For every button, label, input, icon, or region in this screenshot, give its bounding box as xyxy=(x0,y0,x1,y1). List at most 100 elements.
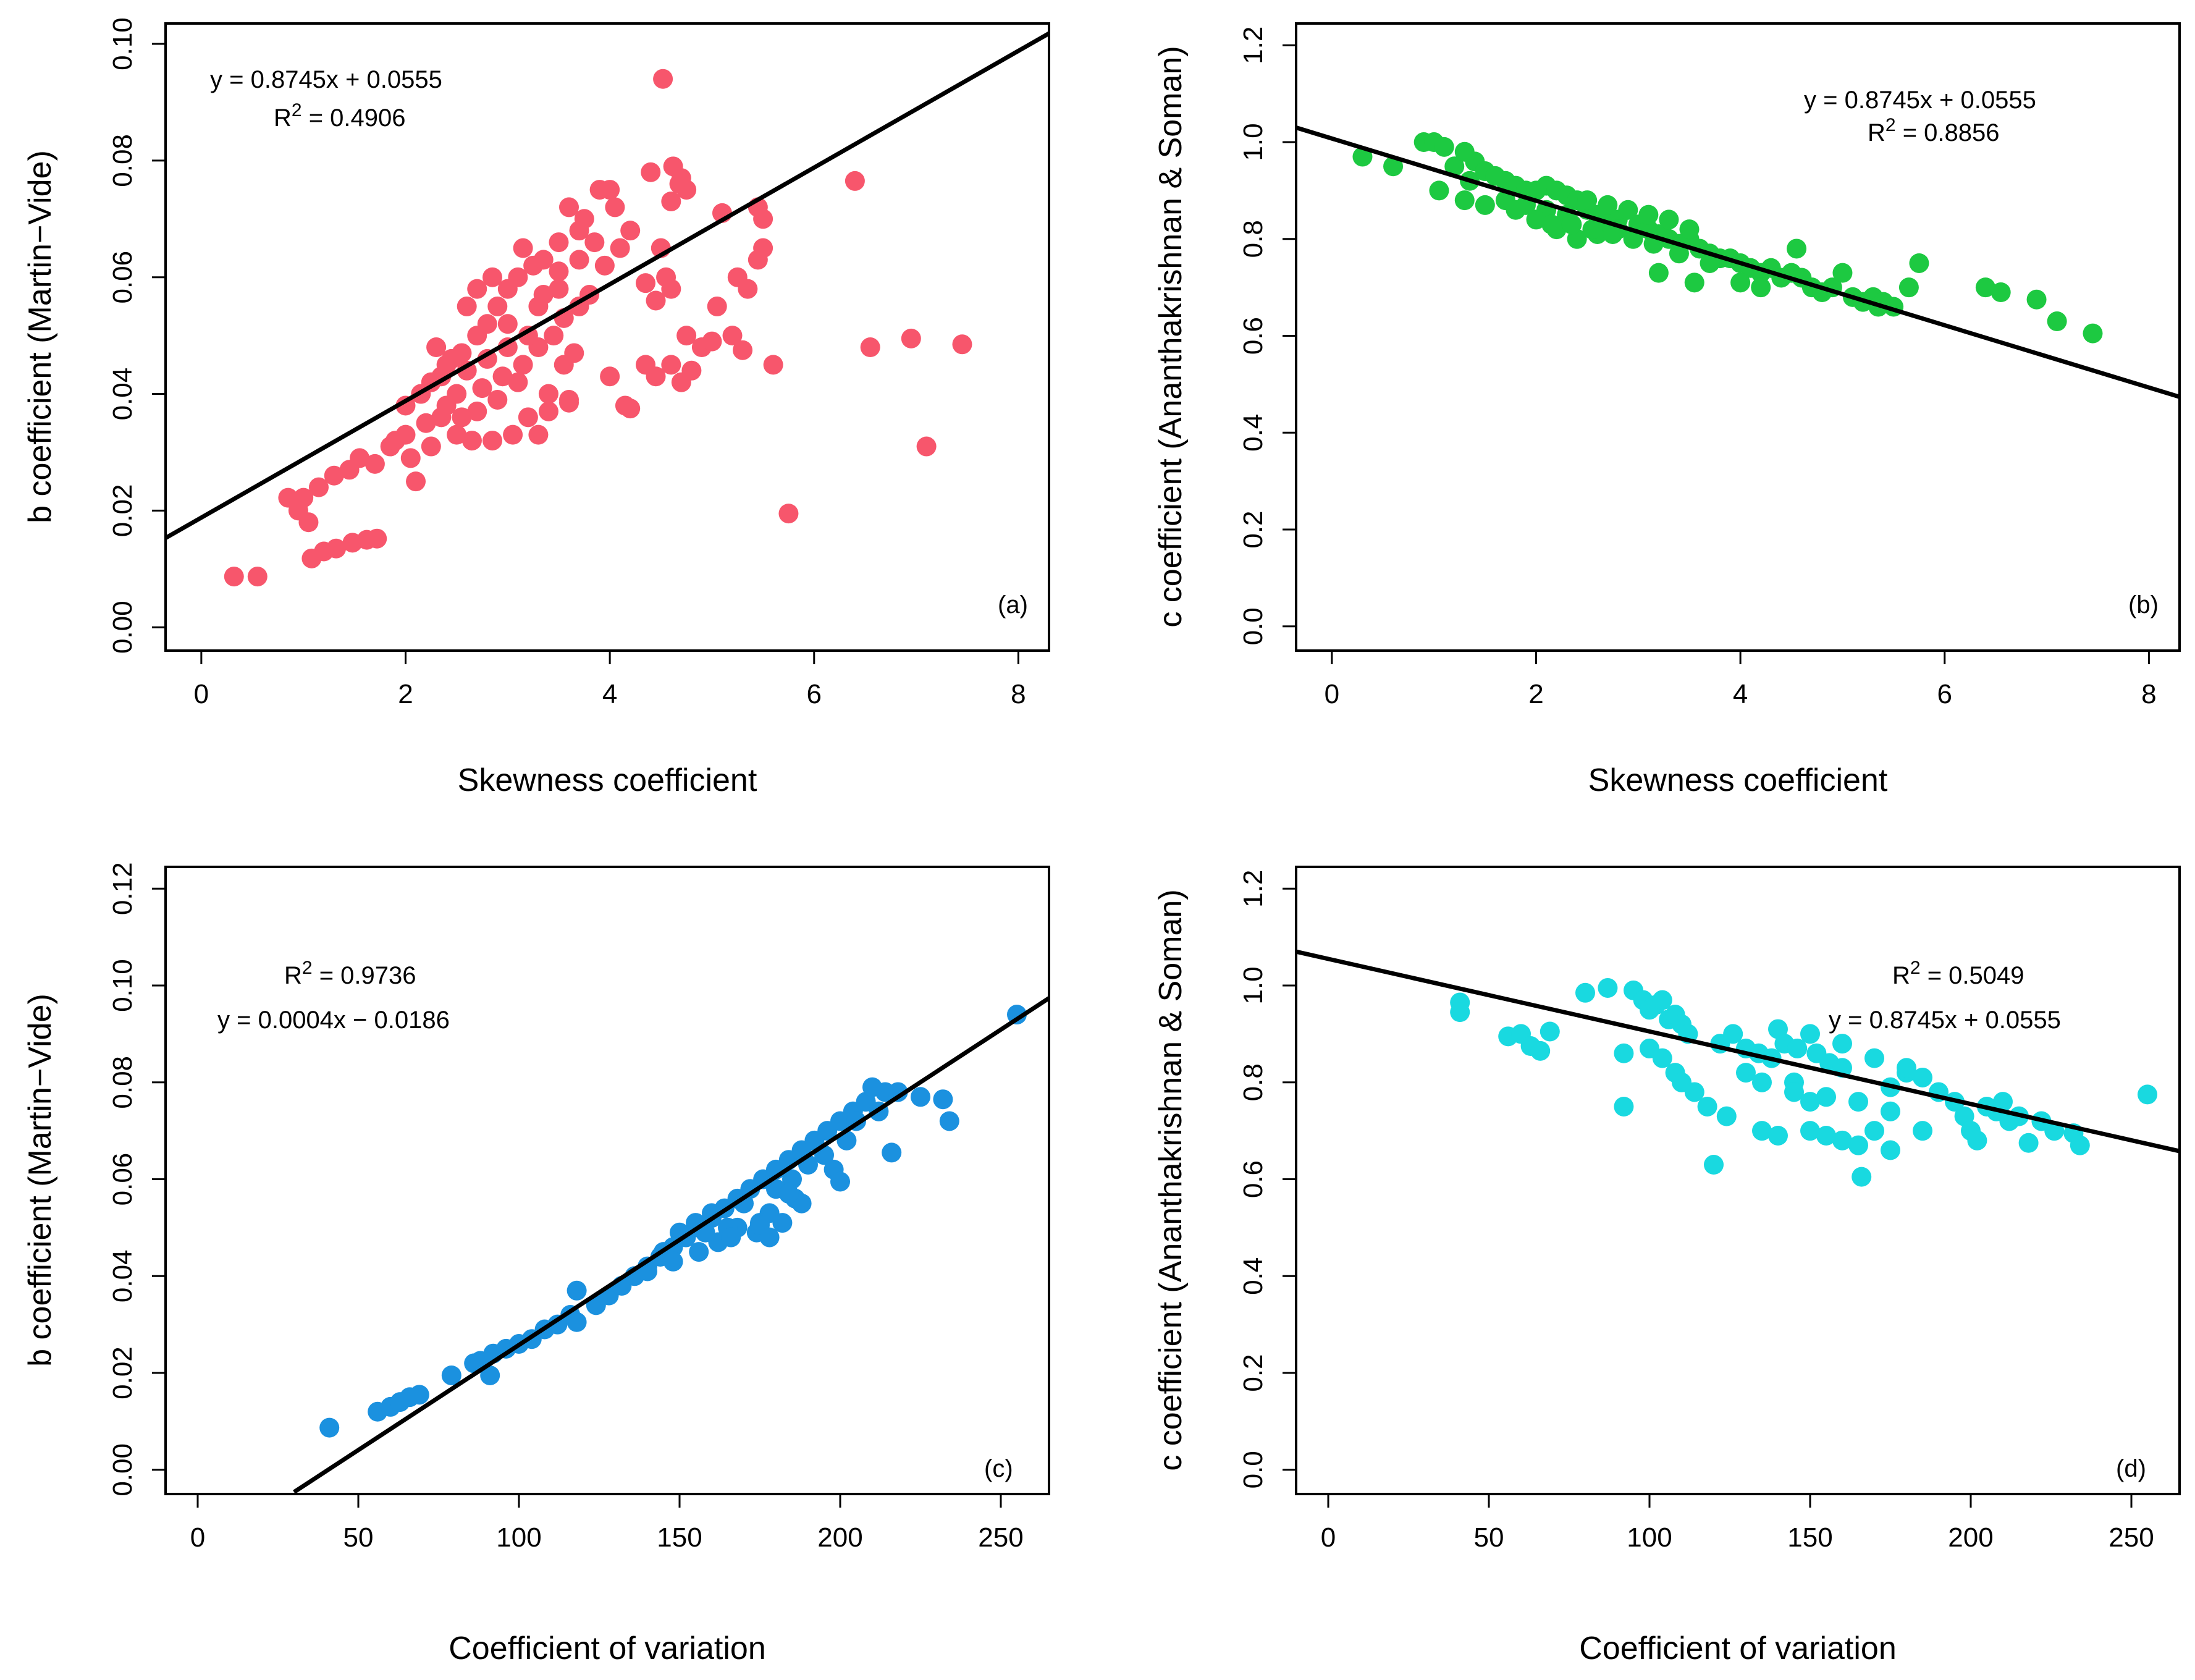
panel-a-point xyxy=(860,337,880,358)
panel-a-x-tick-label: 6 xyxy=(807,679,822,709)
panel-b-point xyxy=(1618,200,1638,220)
panel-a-plot-frame xyxy=(164,22,1050,652)
panel-d-point xyxy=(1787,1038,1808,1058)
panel-b-y-tick-label: 0.4 xyxy=(1238,414,1268,452)
panel-b-point xyxy=(1383,156,1404,177)
panel-b-plot-frame xyxy=(1295,22,2181,652)
panel-a-point xyxy=(416,413,436,433)
panel-a-point xyxy=(549,279,569,299)
panel-a-equation: y = 0.8745x + 0.0555 xyxy=(210,66,442,93)
panel-a-point xyxy=(538,384,558,404)
panel-c-point xyxy=(772,1213,793,1233)
panel-d-point xyxy=(1697,1096,1717,1116)
panel-a-point xyxy=(350,448,370,468)
panel-c-y-axis-title: b coefficient (Martin−Vide) xyxy=(22,994,58,1367)
panel-d-point xyxy=(1832,1130,1852,1150)
panel-c-point xyxy=(888,1082,908,1102)
panel-a-y-tick-label: 0.02 xyxy=(107,484,138,538)
panel-a-point xyxy=(492,366,513,387)
panel-b-point xyxy=(1787,238,1807,259)
panel-d-point xyxy=(1864,1121,1884,1141)
panel-d-marks xyxy=(1296,949,2180,1187)
panel-a-point xyxy=(247,567,268,587)
panel-a-point xyxy=(733,340,753,360)
panel-d-point xyxy=(1816,1087,1836,1107)
panel-a-y-axis: 0.00 0.02 0.04 0.06 0.08 0.10 xyxy=(107,17,166,654)
panel-d-point xyxy=(1993,1092,2013,1112)
panel-c-point xyxy=(689,1242,709,1262)
panel-b-point xyxy=(2083,323,2103,344)
panel-d-point xyxy=(1652,1048,1672,1068)
panel-a-point xyxy=(477,348,497,369)
panel-a-point xyxy=(722,326,743,346)
panel-b-y-tick-label: 0.6 xyxy=(1238,317,1268,355)
panel-a-point xyxy=(600,366,620,387)
panel-c-point xyxy=(480,1365,500,1385)
panel-d-point xyxy=(1848,1092,1868,1112)
panel-d-x-tick-label: 250 xyxy=(2109,1522,2154,1553)
panel-a-point xyxy=(497,314,518,334)
panel-d-y-tick-label: 1.0 xyxy=(1238,966,1268,1004)
panel-a-point xyxy=(224,567,244,587)
panel-a-point xyxy=(400,448,421,468)
panel-b-point xyxy=(1444,156,1465,177)
panel-c-letter: (c) xyxy=(984,1455,1013,1482)
panel-a-regression-line xyxy=(164,32,1050,540)
panel-d-y-tick-label: 0.2 xyxy=(1238,1354,1268,1391)
panel-a-point xyxy=(467,401,487,421)
panel-b-point xyxy=(1751,277,1771,298)
panel-b-point xyxy=(1429,180,1449,201)
panel-b-y-tick-label: 0.2 xyxy=(1238,510,1268,548)
panel-a-point xyxy=(663,156,683,177)
panel-a-point xyxy=(324,465,344,486)
panel-c-point xyxy=(882,1142,902,1163)
panel-a-x-tick-label: 0 xyxy=(194,679,209,709)
panel-d-point xyxy=(2138,1084,2157,1105)
panel-d-x-tick-label: 100 xyxy=(1627,1522,1672,1553)
panel-a-point xyxy=(487,390,508,410)
panel-b-point xyxy=(1684,272,1704,293)
panel-a-point xyxy=(738,279,758,299)
panel-b-point xyxy=(1454,190,1475,211)
panel-a-point xyxy=(482,267,503,287)
panel-a-point xyxy=(620,399,641,419)
panel-a-point xyxy=(620,221,641,241)
panel-c-x-tick-label: 200 xyxy=(817,1522,862,1553)
panel-c-point xyxy=(1007,1005,1027,1025)
panel-b-point xyxy=(1679,219,1700,240)
panel-c: 0 50 100 150 200 250 0.00 0.02 0.04 0.06 0.08 0.10… xyxy=(22,862,1050,1666)
panel-a-x-tick-label: 2 xyxy=(398,679,413,709)
panel-a-point xyxy=(508,267,528,287)
panel-c-point xyxy=(409,1385,429,1405)
panel-b-point xyxy=(1669,243,1689,264)
panel-a-point xyxy=(544,326,564,346)
panel-a-point xyxy=(533,250,554,270)
panel-a-point xyxy=(676,326,697,346)
panel-a-y-tick-label: 0.06 xyxy=(107,251,138,304)
panel-b-point xyxy=(1648,263,1669,283)
panel-a-y-tick-label: 0.10 xyxy=(107,17,138,70)
panel-b-point xyxy=(1582,219,1603,240)
panel-d-point xyxy=(1652,990,1672,1010)
panel-d-x-tick-label: 0 xyxy=(1321,1522,1336,1553)
panel-a-letter: (a) xyxy=(998,591,1028,618)
panel-d-x-tick-label: 50 xyxy=(1474,1522,1504,1553)
panel-c-marks xyxy=(293,996,1050,1494)
panel-a-point xyxy=(952,334,972,355)
panel-a-y-tick-label: 0.08 xyxy=(107,134,138,187)
panel-d-x-tick-label: 200 xyxy=(1948,1522,1993,1553)
panel-b-r-squared: R2 = 0.8856 xyxy=(1868,115,2000,146)
panel-d-y-tick-label: 1.2 xyxy=(1238,870,1268,908)
panel-b-letter: (b) xyxy=(2128,591,2159,618)
panel-c-y-axis: 0.00 0.02 0.04 0.06 0.08 0.10 0.12 xyxy=(107,862,166,1496)
panel-a-point xyxy=(594,255,615,276)
panel-c-point xyxy=(830,1171,850,1192)
panel-c-y-tick-label: 0.06 xyxy=(107,1153,138,1206)
panel-a-point xyxy=(641,162,661,182)
panel-d-point xyxy=(1913,1121,1932,1141)
panel-d-point xyxy=(1575,982,1595,1003)
panel-a-point xyxy=(508,372,528,392)
panel-a-point xyxy=(681,360,702,381)
panel-c-point xyxy=(567,1312,587,1332)
panel-b-point xyxy=(1730,272,1751,293)
